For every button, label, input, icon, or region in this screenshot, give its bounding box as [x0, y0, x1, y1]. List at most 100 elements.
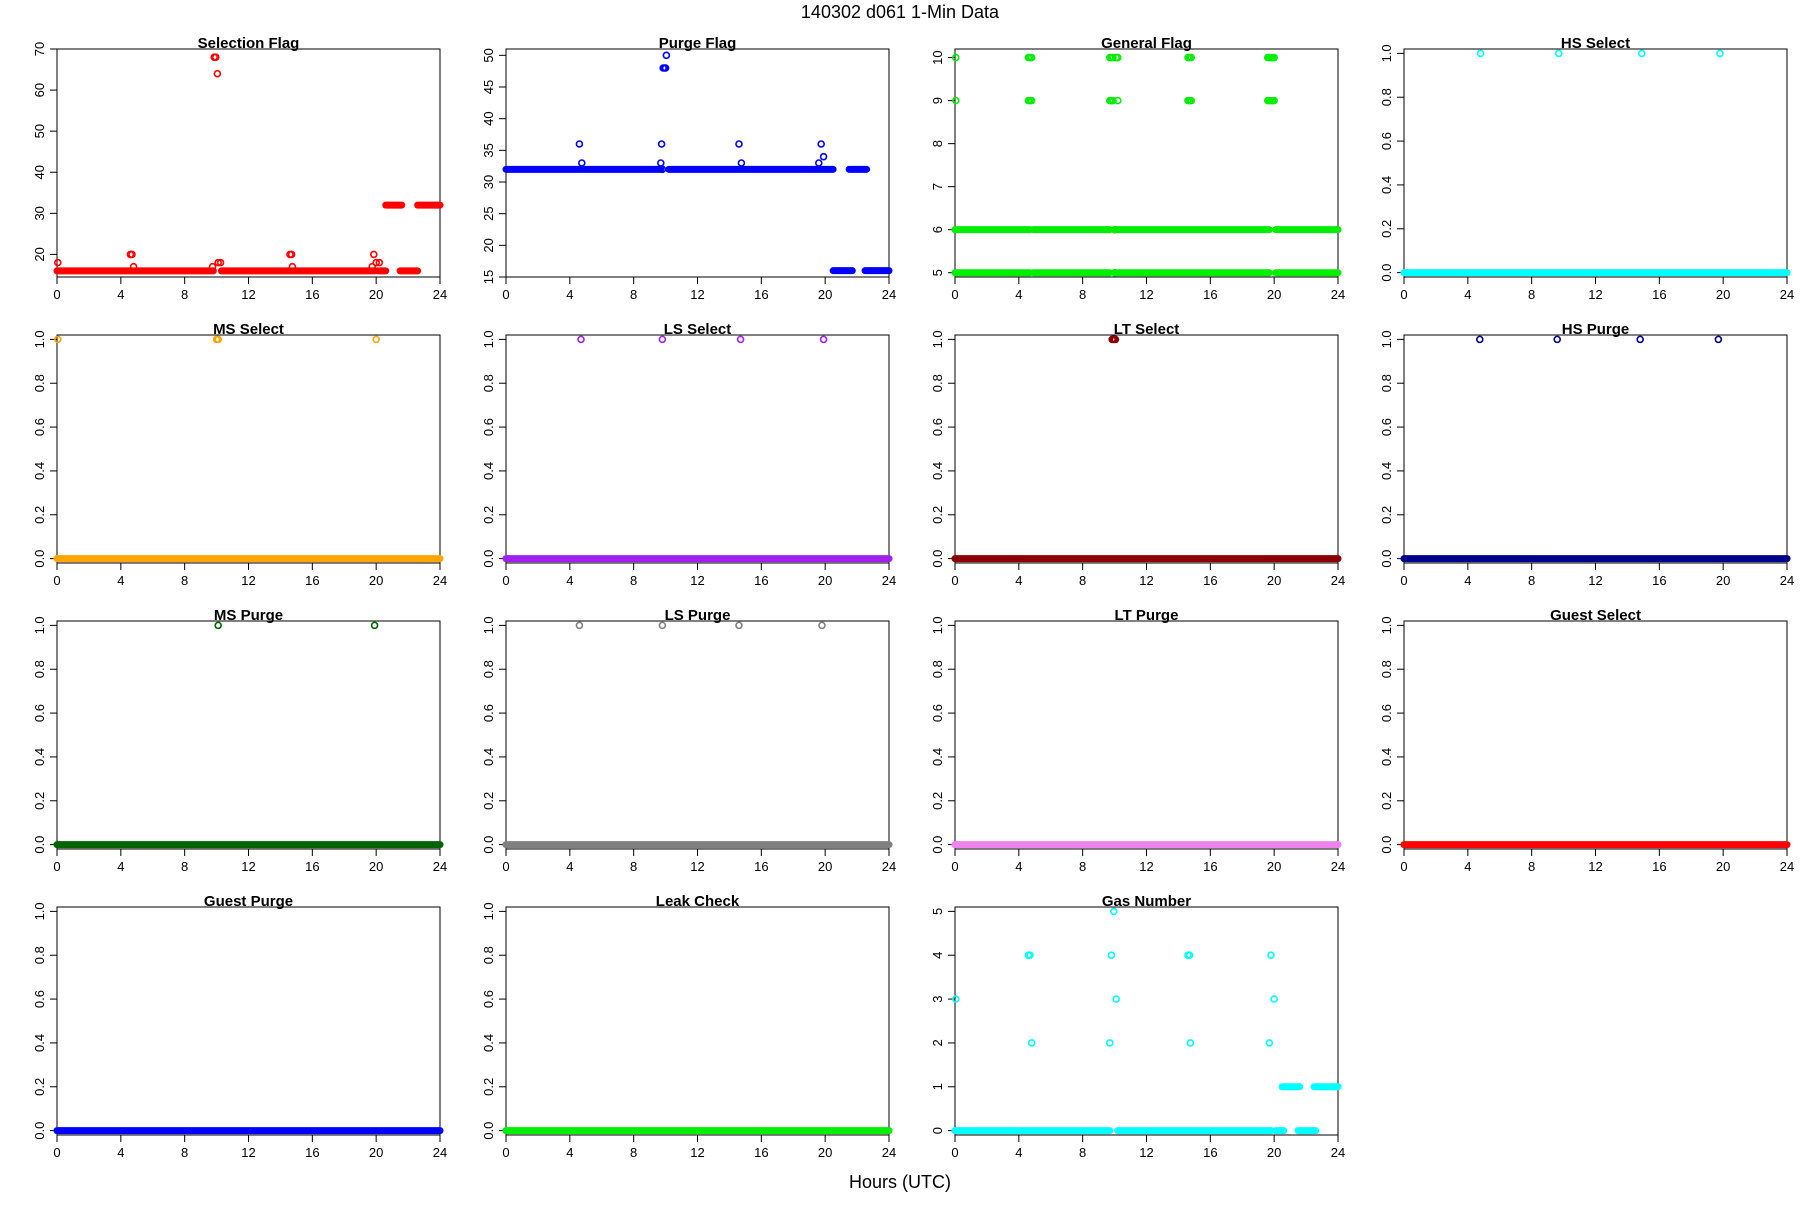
- chart-general-flag-xtick-label: 20: [1267, 287, 1281, 302]
- chart-lt-select-xtick-label: 4: [1015, 573, 1022, 588]
- chart-guest-select: Guest Select 0 4 8 12 16 20 24 0.0 0.2 0.4 0.6 0.8 1.…: [1379, 607, 1794, 874]
- chart-general-flag: General Flag 0 4 8 12 16 20 24 5 6 7 8 9 10: [930, 35, 1345, 302]
- chart-purge-flag-xtick-label: 24: [882, 287, 896, 302]
- chart-purge-flag-ytick-label: 45: [481, 80, 496, 94]
- chart-lt-purge-ytick-label: 1.0: [930, 616, 945, 634]
- chart-selection-flag-xtick-label: 20: [369, 287, 383, 302]
- chart-general-flag-xtick-label: 4: [1015, 287, 1022, 302]
- chart-hs-select-xtick-label: 4: [1464, 287, 1471, 302]
- chart-selection-flag-point: [368, 262, 376, 271]
- chart-gas-number-ytick-label: 3: [930, 995, 945, 1002]
- chart-hs-select-ytick-label: 0.0: [1379, 264, 1394, 282]
- chart-gas-number-point: [1185, 951, 1194, 960]
- chart-selection-flag-point: [53, 258, 62, 267]
- chart-purge-flag-xtick-label: 8: [630, 287, 637, 302]
- chart-ls-purge-xtick-label: 12: [690, 859, 704, 874]
- chart-guest-purge: Guest Purge 0 4 8 12 16 20 24 0.0 0.2 0.4 0.6 0.8 1.0: [32, 893, 447, 1160]
- chart-hs-purge-point: [1714, 335, 1723, 344]
- chart-leak-check-ytick-label: 0.4: [481, 1034, 496, 1052]
- chart-hs-select-xtick-label: 12: [1588, 287, 1602, 302]
- chart-ms-purge-ytick-label: 0.2: [32, 792, 47, 810]
- chart-selection-flag-frame: [56, 48, 441, 278]
- chart-hs-select-frame: [1403, 48, 1788, 278]
- chart-ms-purge-xtick-label: 8: [181, 859, 188, 874]
- chart-gas-number-ytick-label: 5: [930, 908, 945, 915]
- chart-ls-select-xtick-label: 16: [754, 573, 768, 588]
- chart-ls-purge-xtick-label: 4: [566, 859, 573, 874]
- chart-lt-purge-xtick-label: 24: [1331, 859, 1345, 874]
- chart-selection-flag-point: [129, 262, 138, 271]
- chart-ms-select-xtick-label: 24: [433, 573, 447, 588]
- chart-ls-purge-ytick-label: 0.8: [481, 660, 496, 678]
- chart-gas-number-point: [1105, 1039, 1114, 1047]
- chart-ms-select-ytick-label: 0.6: [32, 418, 47, 436]
- chart-guest-purge-xtick-label: 20: [369, 1145, 383, 1160]
- chart-ls-select-xtick-label: 12: [690, 573, 704, 588]
- chart-ls-purge: LS Purge 0 4 8 12 16 20 24 0.0 0.2 0.4 0.6 0.8 1.0: [481, 607, 896, 874]
- chart-guest-select-ytick-label: 0.8: [1379, 660, 1394, 678]
- chart-ls-purge-ytick-label: 0.6: [481, 704, 496, 722]
- chart-ms-select-point: [53, 335, 62, 344]
- chart-gas-number-point: [1107, 951, 1116, 960]
- chart-ls-purge-xtick-label: 8: [630, 859, 637, 874]
- chart-hs-select-ytick-label: 0.2: [1379, 220, 1394, 238]
- chart-hs-purge-title: HS Purge: [1562, 321, 1630, 338]
- chart-guest-purge-ytick-label: 0.8: [32, 946, 47, 964]
- chart-guest-purge-ytick-label: 0.2: [32, 1078, 47, 1096]
- chart-selection-flag-ytick-label: 40: [32, 165, 47, 179]
- chart-general-flag-point: [1110, 268, 1119, 277]
- chart-hs-select-point: [1716, 49, 1724, 58]
- chart-general-flag-point: [1270, 96, 1278, 105]
- chart-guest-select-xtick-label: 4: [1464, 859, 1471, 874]
- chart-ms-select-title: MS Select: [213, 321, 284, 338]
- chart-hs-purge-xtick-label: 8: [1528, 573, 1535, 588]
- chart-guest-purge-xtick-label: 24: [433, 1145, 447, 1160]
- chart-general-flag-point: [1109, 53, 1117, 62]
- chart-lt-select-title: LT Select: [1114, 321, 1180, 338]
- chart-ms-select-xtick-label: 8: [181, 573, 188, 588]
- chart-lt-select-frame: [954, 334, 1339, 564]
- chart-ms-purge-ytick-label: 0.4: [32, 748, 47, 766]
- chart-lt-select-xtick-label: 0: [951, 573, 958, 588]
- chart-leak-check-title: Leak Check: [656, 893, 740, 910]
- chart-selection-flag-point: [208, 262, 217, 271]
- chart-general-flag-ytick-label: 10: [930, 50, 945, 64]
- chart-ms-select-xtick-label: 16: [305, 573, 319, 588]
- chart-ls-purge-xtick-label: 24: [882, 859, 896, 874]
- chart-purge-flag-xtick-label: 4: [566, 287, 573, 302]
- chart-gas-number-xtick-label: 24: [1331, 1145, 1345, 1160]
- chart-gas-number-point: [1109, 907, 1118, 916]
- chart-leak-check-xtick-label: 20: [818, 1145, 832, 1160]
- chart-hs-select-xtick-label: 8: [1528, 287, 1535, 302]
- chart-ls-select-point: [577, 335, 585, 344]
- chart-hs-purge-ytick-label: 1.0: [1379, 330, 1394, 348]
- chart-hs-purge-xtick-label: 20: [1716, 573, 1730, 588]
- chart-guest-purge-xtick-label: 4: [117, 1145, 124, 1160]
- chart-ls-select-xtick-label: 4: [566, 573, 573, 588]
- chart-gas-number-point: [1267, 951, 1275, 960]
- chart-gas-number-point: [1265, 1039, 1274, 1047]
- chart-lt-purge-ytick-label: 0.6: [930, 704, 945, 722]
- chart-ms-purge-xtick-label: 16: [305, 859, 319, 874]
- chart-guest-select-xtick-label: 0: [1400, 859, 1407, 874]
- chart-leak-check-xtick-label: 4: [566, 1145, 573, 1160]
- chart-selection-flag: Selection Flag 0 4 8 12 16 20 24 20 30 40 50 60 70: [32, 35, 447, 302]
- chart-general-flag-point: [1109, 96, 1117, 105]
- chart-lt-select-ytick-label: 0.2: [930, 506, 945, 524]
- chart-gas-number-point: [951, 995, 960, 1003]
- chart-general-flag-frame: [954, 48, 1339, 278]
- chart-general-flag-point: [1027, 96, 1036, 105]
- chart-general-flag-ytick-label: 5: [930, 269, 945, 276]
- chart-purge-flag-xtick-label: 12: [690, 287, 704, 302]
- chart-guest-purge-ytick-label: 0.6: [32, 990, 47, 1008]
- chart-guest-purge-xtick-label: 12: [241, 1145, 255, 1160]
- chart-lt-select-ytick-label: 0.4: [930, 462, 945, 480]
- chart-guest-select-xtick-label: 8: [1528, 859, 1535, 874]
- chart-general-flag-point: [1113, 53, 1122, 62]
- chart-lt-select-xtick-label: 16: [1203, 573, 1217, 588]
- chart-ms-select-ytick-label: 0.8: [32, 374, 47, 392]
- chart-purge-flag-xtick-label: 16: [754, 287, 768, 302]
- chart-purge-flag-ytick-label: 40: [481, 111, 496, 125]
- chart-ls-purge-point: [818, 621, 826, 630]
